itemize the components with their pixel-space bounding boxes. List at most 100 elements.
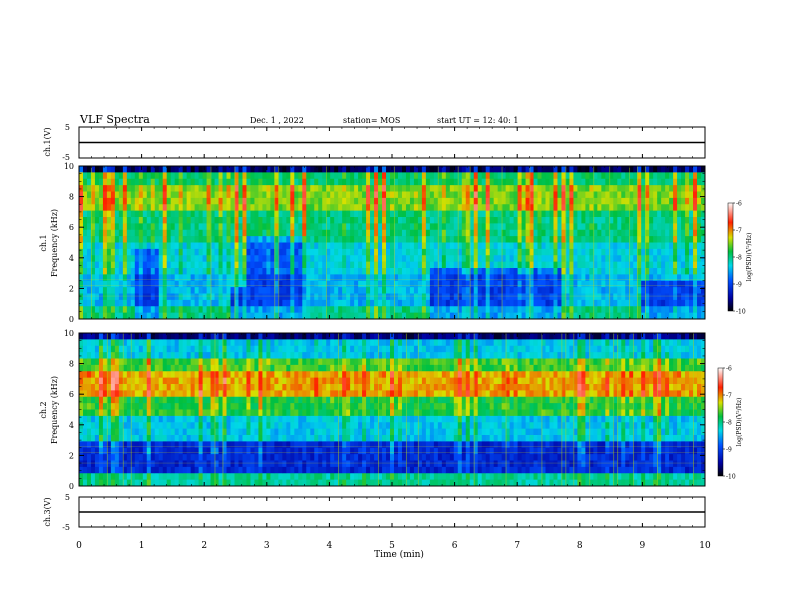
spectrogram-cell [190, 197, 195, 205]
spectrogram-cell [290, 236, 295, 243]
spectrogram-cell [577, 210, 582, 218]
spectrogram-cell [190, 371, 195, 378]
spectrogram-cell [162, 377, 168, 385]
spectrogram-cell [601, 197, 606, 205]
spectrogram-cell [501, 306, 506, 313]
spectrogram-cell [405, 204, 411, 211]
spectrogram-cell [457, 280, 463, 288]
spectrogram-cell [617, 191, 622, 199]
spectrogram-cell [633, 166, 638, 173]
spectrogram-cell [226, 229, 231, 237]
spectrogram-cell [246, 466, 251, 474]
spectrogram-cell [497, 242, 502, 250]
spectrogram-cell [166, 268, 172, 275]
spectrogram-cell [274, 191, 279, 199]
spectrogram-cell [82, 415, 88, 423]
spectrogram-cell [218, 204, 223, 211]
spectrogram-cell [322, 287, 327, 294]
spectrogram-cell [182, 166, 188, 173]
spectrogram-cell [198, 178, 203, 186]
spectrogram-cell [429, 306, 435, 313]
spectrogram-cell [701, 166, 706, 173]
spectrogram-cell [262, 415, 267, 423]
spectrogram-cell [665, 166, 670, 173]
spectrogram-cell [338, 268, 343, 275]
spectrogram-cell [222, 428, 227, 436]
spectrogram-cell [621, 299, 626, 307]
spectrogram-cell [234, 422, 239, 429]
spectrogram-cell [386, 280, 391, 288]
spectrogram-cell [246, 435, 251, 442]
spectrogram-cell [218, 422, 223, 429]
spectrogram-cell [378, 287, 383, 294]
spectrogram-cell [190, 274, 195, 282]
spectrogram-cell [254, 229, 259, 237]
spectrogram-cell [314, 268, 319, 275]
spectrogram-cell [433, 172, 439, 180]
spectrogram-cell [669, 191, 674, 199]
spectrogram-cell [162, 229, 168, 237]
spectrogram-cell [154, 384, 160, 391]
spectrogram-cell [154, 339, 160, 347]
spectrogram-cell [601, 299, 606, 307]
spectrogram-cell [154, 345, 160, 353]
spectrogram-cell [513, 268, 518, 275]
spectrogram-cell [609, 217, 614, 224]
spectrogram-cell [130, 384, 136, 391]
spectrogram-cell [653, 217, 658, 224]
spectrogram-cell [326, 299, 331, 307]
spectrogram-cell [230, 396, 235, 404]
spectrogram-cell [617, 242, 622, 250]
spectrogram-cell [346, 236, 351, 243]
spectrogram-cell [441, 287, 447, 294]
spectrogram-cell [521, 287, 526, 294]
spectrogram-cell [350, 191, 355, 199]
spectrogram-cell [433, 210, 439, 218]
spectrogram-cell [142, 178, 148, 186]
spectrogram-cell [322, 223, 327, 231]
spectrogram-cell [354, 287, 359, 294]
spectrogram-cell [134, 217, 140, 224]
spectrogram-cell [130, 377, 136, 385]
spectrogram-cell [242, 185, 247, 192]
spectrogram-cell [194, 312, 199, 320]
spectrogram-cell [194, 352, 199, 359]
spectrogram-cell [569, 172, 574, 180]
spectrogram-cell [513, 287, 518, 294]
spectrogram-cell [393, 204, 399, 211]
spectrogram-cell [473, 280, 479, 288]
spectrogram-cell [629, 191, 634, 199]
spectrogram-cell [218, 345, 223, 353]
freq-tick-label: 2 [69, 284, 74, 293]
spectrogram-cell [561, 236, 566, 243]
spectrogram-cell [206, 299, 211, 307]
spectrogram-cell [485, 274, 491, 282]
spectrogram-cell [230, 415, 235, 423]
spectrogram-cell [581, 178, 586, 186]
spectrogram-cell [94, 197, 100, 205]
spectrogram-cell [374, 204, 379, 211]
spectrogram-cell [425, 299, 431, 307]
spectrogram-cell [234, 390, 239, 398]
spectrogram-cell [290, 306, 295, 313]
spectrogram-cell [170, 229, 176, 237]
spectrogram-cell [685, 255, 690, 262]
spectrogram-cell [701, 178, 706, 186]
spectrogram-cell [102, 333, 108, 340]
spectrogram-cell [198, 299, 203, 307]
spectrogram-cell [661, 261, 666, 269]
spectrogram-cell [79, 460, 84, 468]
spectrogram-cell [306, 274, 311, 282]
spectrogram-cell [94, 166, 100, 173]
spectrogram-cell [110, 384, 116, 391]
spectrogram-cell [557, 172, 562, 180]
spectrogram-cell [79, 409, 84, 417]
spectrogram-cell [90, 358, 96, 366]
spectrogram-cell [154, 293, 160, 301]
spectrogram-cell [170, 333, 176, 340]
spectrogram-cell [226, 204, 231, 211]
spectrogram-cell [421, 287, 427, 294]
spectrogram-cell [485, 280, 491, 288]
spectrogram-cell [270, 352, 275, 359]
spectrogram-cell [222, 312, 227, 320]
